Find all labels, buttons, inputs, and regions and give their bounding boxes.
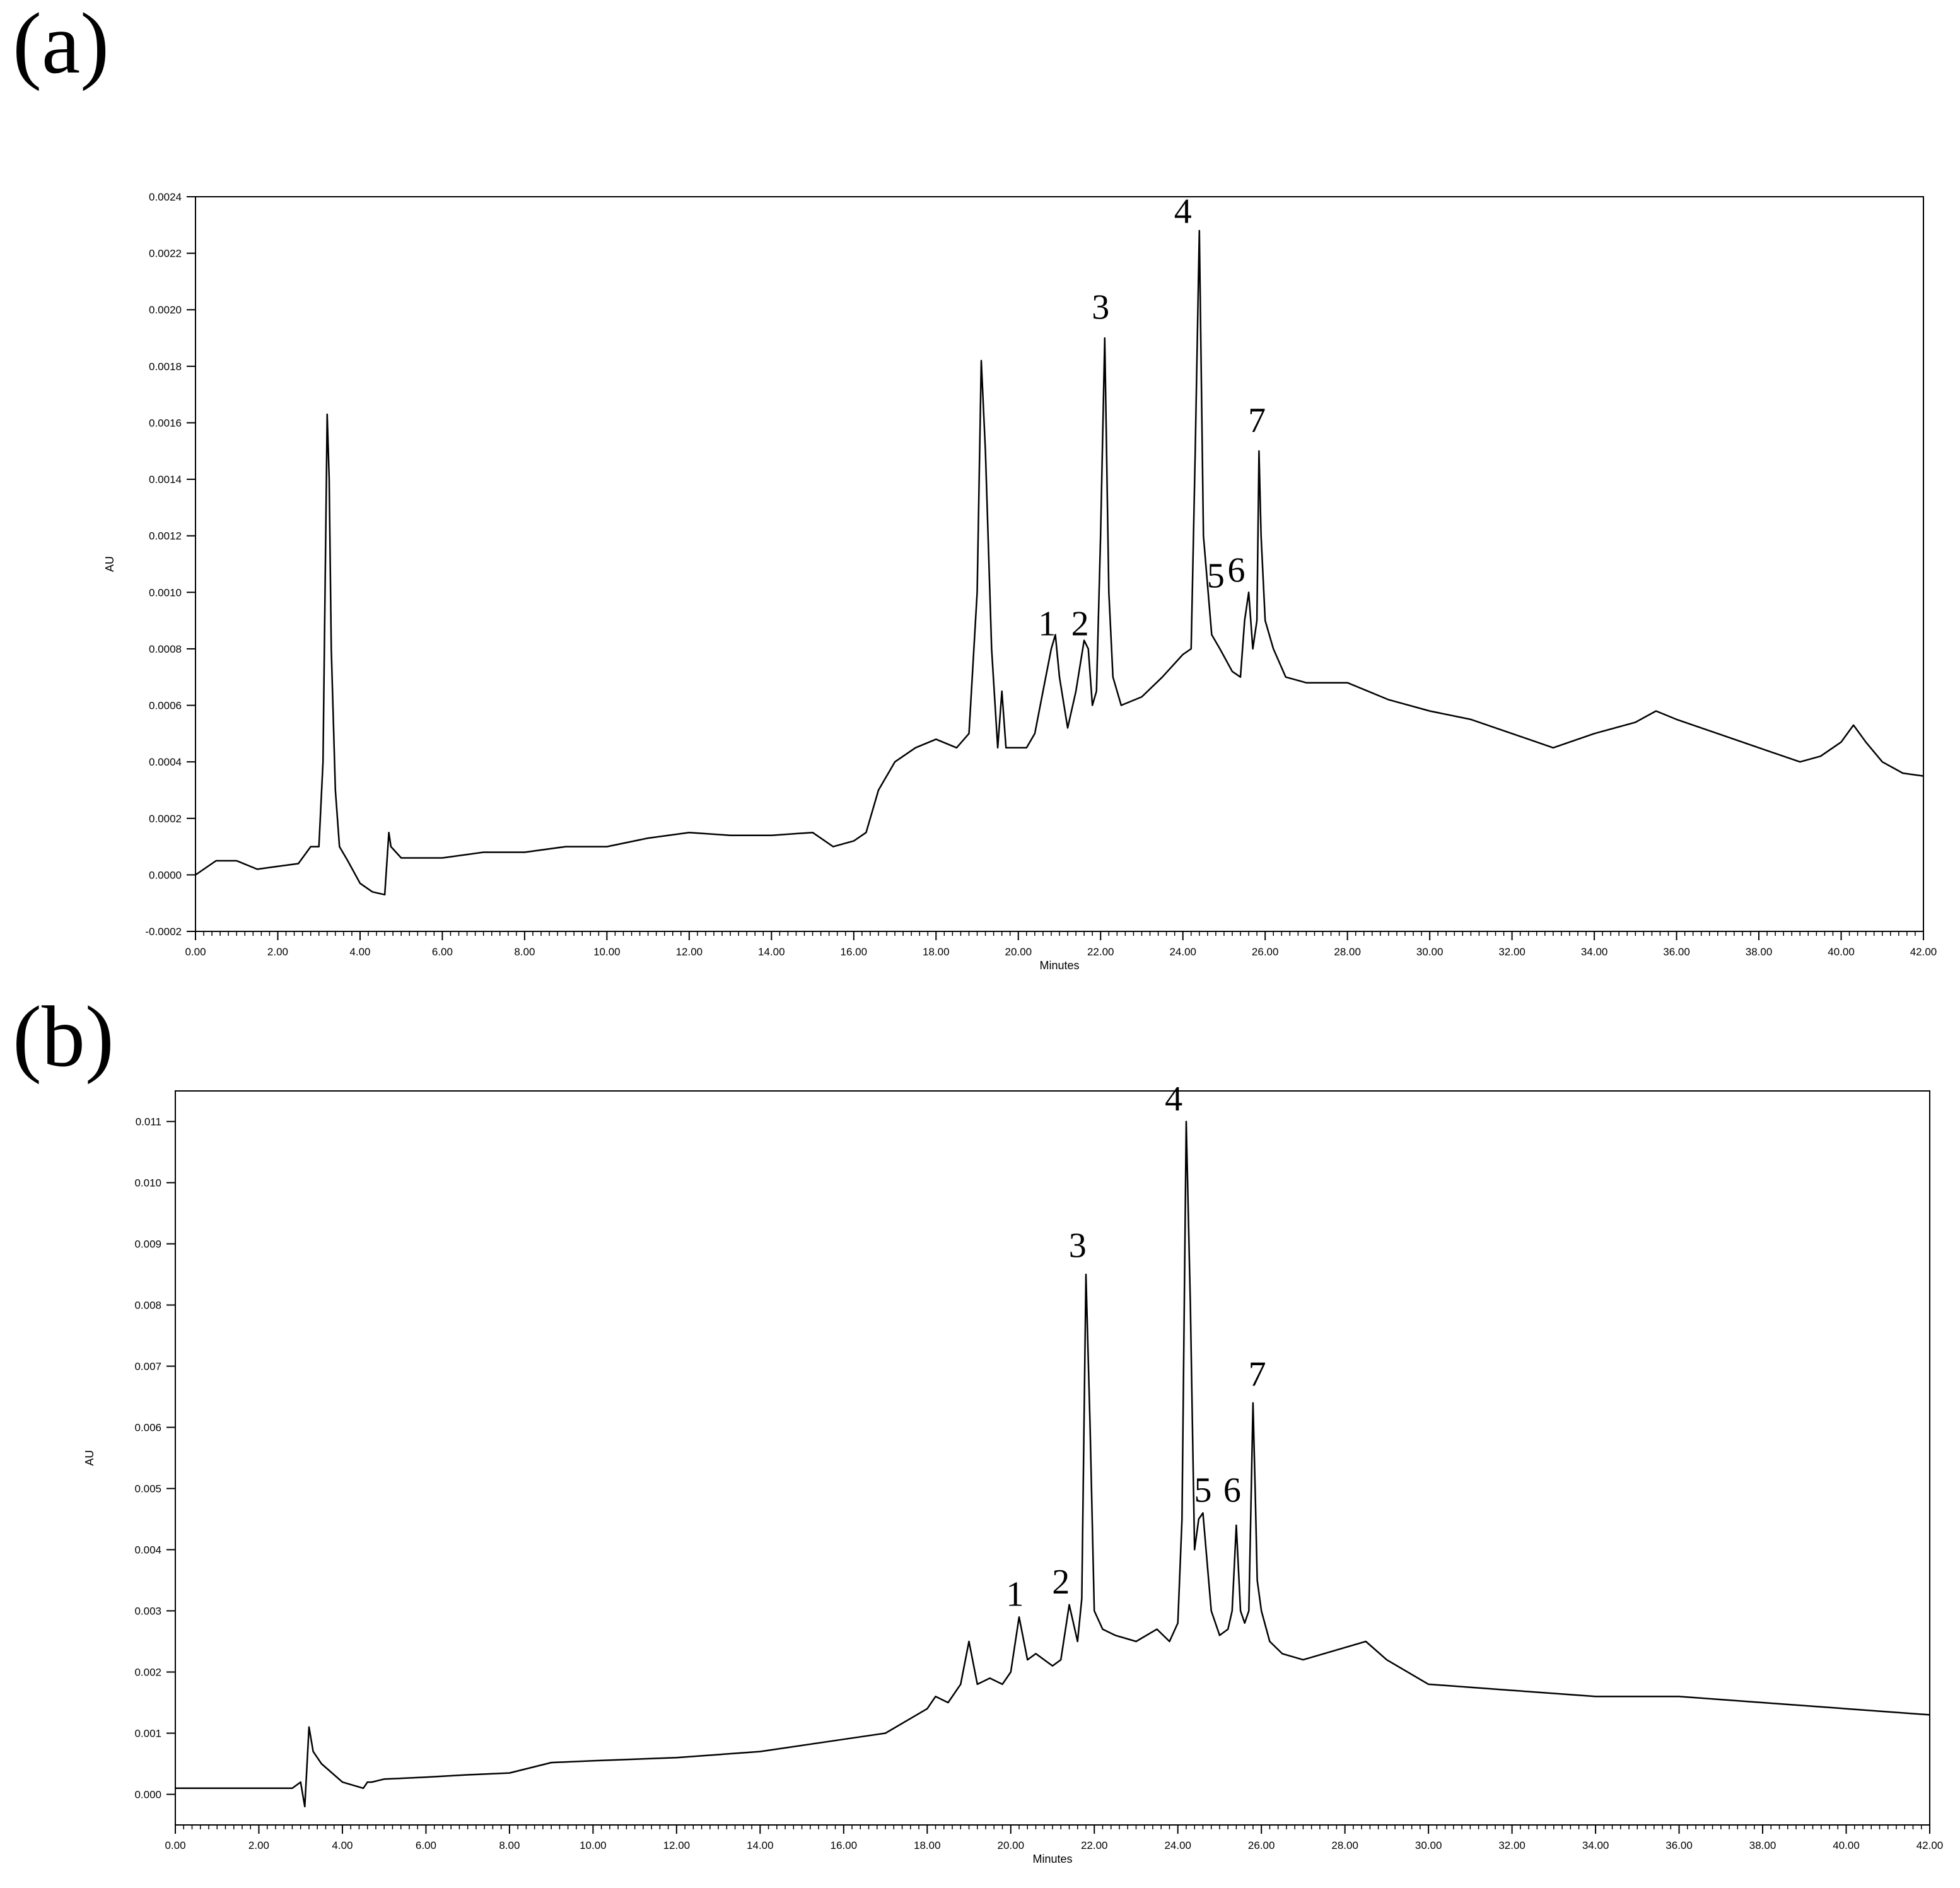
y-tick-label: 0.005 [134,1483,161,1495]
x-tick-label: 24.00 [1169,946,1196,958]
x-tick-label: 38.00 [1749,1839,1776,1851]
y-tick-label: 0.0018 [149,361,182,373]
x-tick-label: 0.00 [185,946,206,958]
x-tick-label: 28.00 [1331,1839,1358,1851]
x-tick-label: 34.00 [1581,946,1608,958]
x-tick-label: 30.00 [1415,1839,1442,1851]
y-tick-label: 0.0004 [149,756,182,768]
x-tick-label: 28.00 [1334,946,1361,958]
peak-label-4: 4 [1165,1080,1182,1119]
y-tick-label: 0.003 [134,1605,161,1617]
y-tick-label: 0.0006 [149,700,182,712]
peak-label-5: 5 [1207,556,1225,595]
x-tick-label: 10.00 [580,1839,607,1851]
y-tick-label: 0.004 [134,1544,161,1556]
y-tick-label: 0.007 [134,1361,161,1373]
panel-label-a: (a) [13,0,110,91]
x-tick-label: 12.00 [663,1839,691,1851]
y-tick-label: 0.002 [134,1667,161,1679]
peak-label-1: 1 [1006,1575,1024,1614]
plot-frame [195,196,1924,932]
x-tick-label: 6.00 [432,946,453,958]
peak-label-3: 3 [1092,288,1109,327]
peak-label-6: 6 [1223,1471,1241,1510]
y-tick-label: 0.0014 [149,474,182,486]
y-tick-label: 0.0012 [149,530,182,542]
x-tick-label: 14.00 [758,946,785,958]
x-tick-label: 38.00 [1746,946,1773,958]
series-line [195,230,1924,896]
x-tick-label: 20.00 [1005,946,1032,958]
x-tick-label: 18.00 [923,946,950,958]
x-tick-label: 8.00 [514,946,535,958]
peak-label-3: 3 [1069,1227,1087,1266]
x-tick-label: 36.00 [1665,1839,1693,1851]
x-tick-label: 26.00 [1248,1839,1275,1851]
chart-panel-b: 0.00 2.00 4.00 6.00 8.00 10.00 12.00 14.00 16.00… [83,1080,1943,1865]
y-tick-label: -0.0002 [145,926,182,938]
y-tick-label: 0.0016 [149,417,182,429]
x-tick-label: 16.00 [831,1839,858,1851]
x-tick-label: 20.00 [997,1839,1024,1851]
x-tick-label: 30.00 [1416,946,1444,958]
x-tick-label: 18.00 [914,1839,941,1851]
peak-label-7: 7 [1249,1355,1266,1394]
y-tick-label: 0.010 [134,1177,161,1189]
x-tick-label: 32.00 [1498,946,1525,958]
y-tick-label: 0.0000 [149,869,182,881]
chart-panel-a: 0.00 2.00 4.00 6.00 8.00 10.00 12.00 14.00 16.00… [103,191,1937,972]
x-tick-label: 8.00 [499,1839,520,1851]
peak-label-1: 1 [1038,604,1056,643]
x-tick-label: 10.00 [593,946,621,958]
x-tick-label: 0.00 [165,1839,185,1851]
y-tick-label: 0.0002 [149,813,182,825]
x-tick-label: 2.00 [267,946,288,958]
x-tick-label: 6.00 [416,1839,436,1851]
x-tick-label: 40.00 [1833,1839,1860,1851]
peak-label-6: 6 [1228,551,1245,590]
x-tick-label: 40.00 [1828,946,1855,958]
peak-label-2: 2 [1052,1563,1070,1602]
x-tick-label: 26.00 [1252,946,1279,958]
x-tick-label: 42.00 [1910,946,1937,958]
x-tick-label: 36.00 [1663,946,1690,958]
y-axis-title: AU [83,1450,96,1466]
y-tick-label: 0.0010 [149,586,182,598]
x-tick-label: 22.00 [1081,1839,1108,1851]
plot-frame [175,1090,1930,1826]
x-tick-label: 42.00 [1916,1839,1944,1851]
x-tick-label: 14.00 [747,1839,774,1851]
y-tick-label: 0.0024 [149,191,182,203]
x-tick-label: 32.00 [1498,1839,1525,1851]
y-tick-label: 0.008 [134,1300,161,1312]
peak-label-2: 2 [1071,604,1089,643]
x-tick-label: 24.00 [1164,1839,1191,1851]
x-tick-label: 22.00 [1087,946,1114,958]
x-axis-title: Minutes [1039,959,1079,972]
x-tick-label: 34.00 [1582,1839,1609,1851]
x-axis-title: Minutes [1032,1853,1072,1865]
y-tick-label: 0.006 [134,1422,161,1434]
x-tick-label: 4.00 [349,946,370,958]
x-tick-label: 4.00 [332,1839,353,1851]
y-tick-label: 0.0008 [149,643,182,655]
y-axis-title: AU [103,556,116,572]
y-tick-label: 0.0020 [149,304,182,316]
y-tick-label: 0.001 [134,1728,161,1740]
x-tick-label: 16.00 [841,946,868,958]
y-tick-label: 0.0022 [149,248,182,260]
series-line [175,1121,1930,1808]
y-tick-label: 0.000 [134,1789,161,1801]
y-tick-label: 0.011 [136,1116,161,1128]
panel-label-b: (b) [13,988,114,1085]
x-tick-label: 12.00 [676,946,703,958]
peak-label-7: 7 [1248,401,1266,440]
peak-label-4: 4 [1174,192,1192,231]
peak-label-5: 5 [1194,1471,1211,1510]
x-tick-label: 2.00 [248,1839,269,1851]
y-tick-label: 0.009 [134,1238,161,1250]
